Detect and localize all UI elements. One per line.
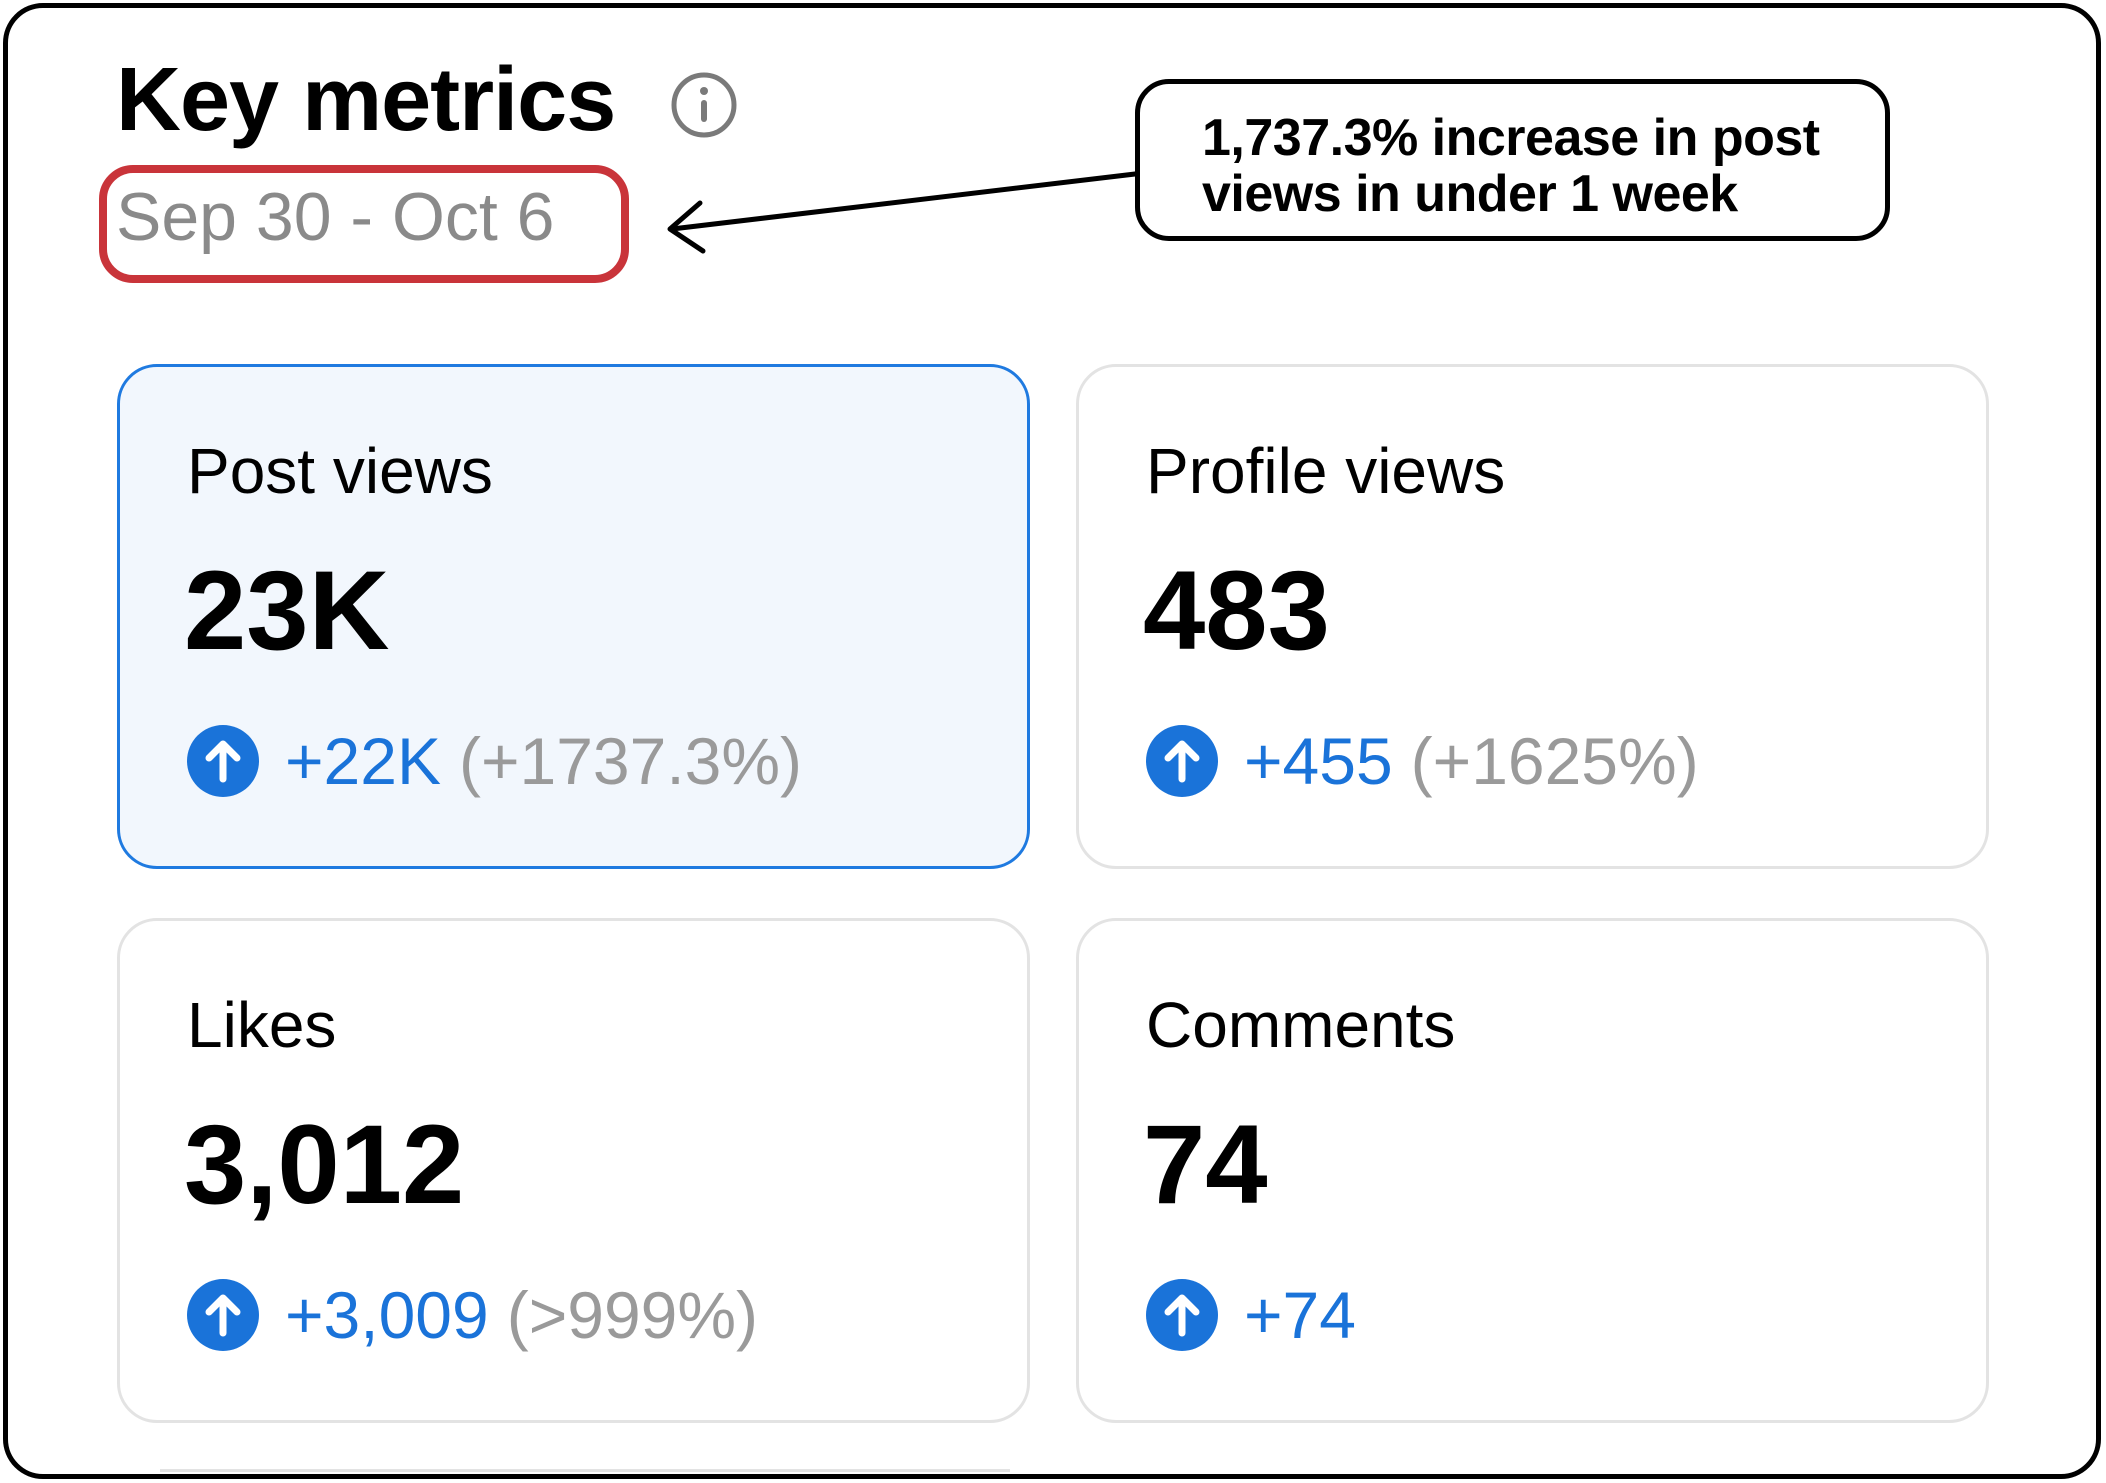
- metric-card-comments[interactable]: Comments 74 +74: [1076, 918, 1989, 1423]
- info-icon[interactable]: [670, 71, 738, 139]
- metric-delta: +74: [1244, 1278, 1356, 1352]
- annotation-callout: 1,737.3% increase in post views in under…: [1135, 79, 1890, 241]
- arrow-up-circle-icon: [1146, 1279, 1218, 1351]
- page-title: Key metrics: [116, 50, 616, 150]
- metric-delta-row: +455 (+1625%): [1146, 725, 1699, 797]
- metric-delta: +455: [1244, 724, 1393, 798]
- metric-delta-row: +3,009 (>999%): [187, 1279, 758, 1351]
- metric-percent: (+1737.3%): [458, 724, 803, 798]
- metric-delta: +22K: [285, 724, 441, 798]
- arrow-up-circle-icon: [187, 725, 259, 797]
- date-range[interactable]: Sep 30 - Oct 6: [116, 179, 555, 255]
- metric-value: 483: [1143, 548, 1330, 673]
- metric-value: 74: [1143, 1102, 1268, 1227]
- date-range-highlight: [99, 165, 629, 283]
- annotation-line-2: views in under 1 week: [1202, 165, 1738, 223]
- metric-card-profile-views[interactable]: Profile views 483 +455 (+1625%): [1076, 364, 1989, 869]
- metric-label: Comments: [1146, 989, 1456, 1061]
- metric-percent: (>999%): [506, 1278, 759, 1352]
- arrow-up-circle-icon: [1146, 725, 1218, 797]
- metric-value: 23K: [184, 548, 390, 673]
- metric-card-post-views[interactable]: Post views 23K +22K (+1737.3%): [117, 364, 1030, 869]
- metric-value: 3,012: [184, 1102, 465, 1227]
- next-card-edge: [160, 1469, 1010, 1480]
- metric-card-likes[interactable]: Likes 3,012 +3,009 (>999%): [117, 918, 1030, 1423]
- annotation-line-1: 1,737.3% increase in post: [1202, 109, 1820, 167]
- metric-delta: +3,009: [285, 1278, 489, 1352]
- metric-label: Profile views: [1146, 435, 1506, 507]
- metric-delta-row: +22K (+1737.3%): [187, 725, 802, 797]
- arrow-up-circle-icon: [187, 1279, 259, 1351]
- metric-label: Likes: [187, 989, 337, 1061]
- metric-percent: (+1625%): [1410, 724, 1699, 798]
- metric-delta-row: +74: [1146, 1279, 1374, 1351]
- metric-label: Post views: [187, 435, 493, 507]
